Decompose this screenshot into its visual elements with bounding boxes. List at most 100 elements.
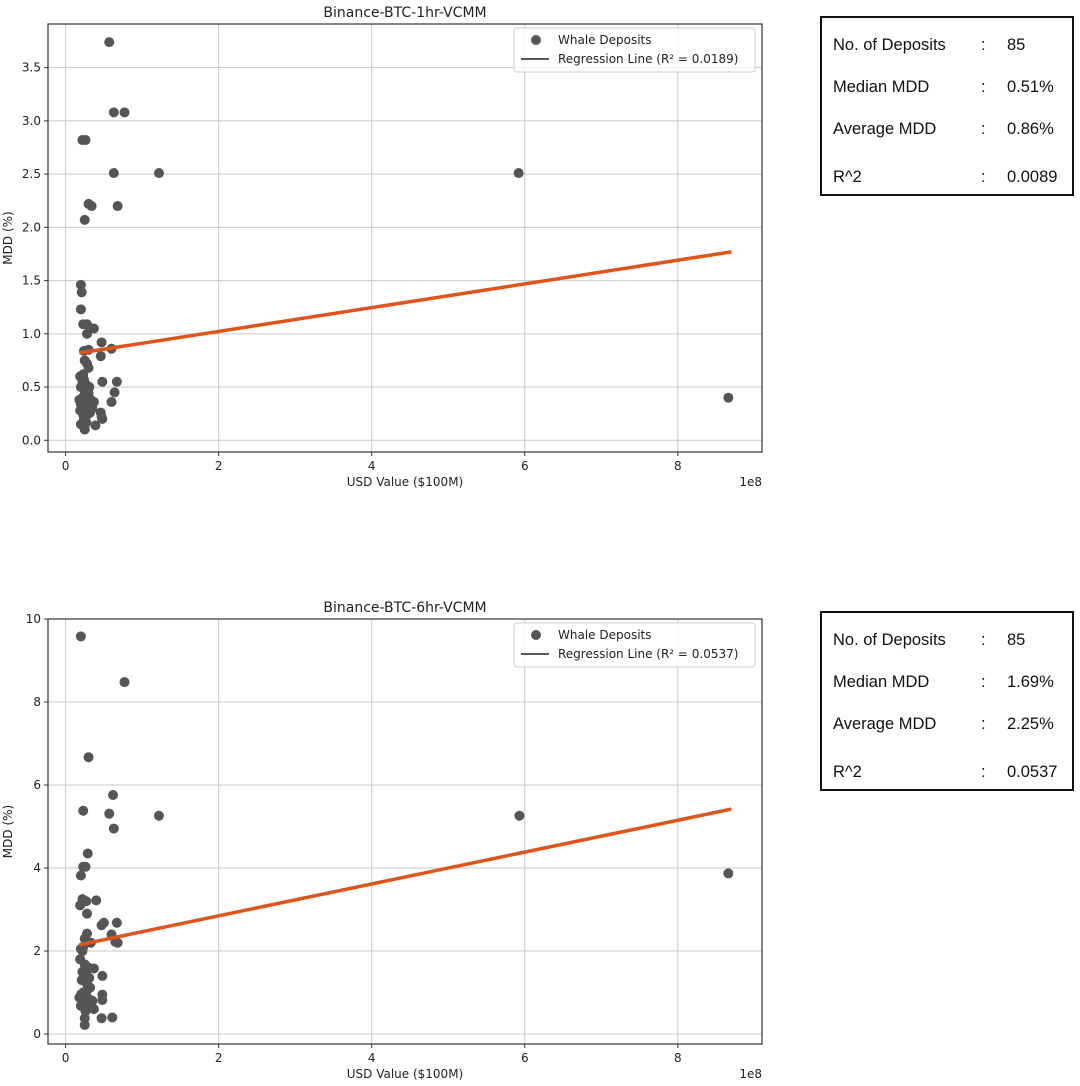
data-point	[88, 323, 99, 334]
data-point	[112, 201, 123, 212]
data-point	[79, 1019, 90, 1030]
data-point	[96, 1013, 107, 1024]
stat-value: 85	[1007, 36, 1026, 54]
stat-sep: :	[981, 78, 986, 96]
stat-label: R^2	[833, 763, 862, 781]
y-tick-label: 6	[33, 778, 41, 792]
legend: Whale Deposits Regression Line (R² = 0.01…	[513, 27, 756, 73]
legend-marker-points	[531, 35, 541, 45]
data-point	[514, 810, 525, 821]
data-point	[75, 631, 86, 642]
data-point	[104, 37, 115, 48]
data-point	[80, 135, 91, 146]
data-point	[104, 808, 115, 819]
x-tick-label: 2	[215, 1051, 223, 1065]
data-point	[723, 392, 734, 403]
data-point	[78, 413, 89, 424]
data-point	[80, 861, 91, 872]
stat-sep: :	[981, 631, 986, 649]
legend-frame	[513, 622, 756, 668]
legend-marker-points	[531, 630, 541, 640]
y-tick-label: 0.5	[22, 380, 41, 394]
chart-title: Binance-BTC-1hr-VCMM	[323, 5, 486, 21]
stat-value: 0.0537	[1007, 763, 1058, 781]
stat-sep: :	[981, 763, 986, 781]
data-point	[83, 752, 94, 763]
stat-sep: :	[981, 120, 986, 138]
stat-value: 0.0089	[1007, 168, 1058, 186]
x-tick-label: 0	[62, 459, 70, 473]
y-tick-label: 1.5	[22, 274, 41, 288]
x-tick-label: 2	[215, 459, 223, 473]
chart-title: Binance-BTC-6hr-VCMM	[323, 600, 486, 616]
data-point	[87, 995, 98, 1006]
regression-line	[79, 250, 732, 355]
data-point	[77, 946, 88, 957]
stat-sep: :	[981, 36, 986, 54]
regression-line	[79, 807, 732, 947]
legend-label: Whale Deposits	[558, 33, 651, 47]
y-tick-label: 1.0	[22, 327, 41, 341]
data-point	[84, 382, 95, 393]
x-tick-label: 6	[521, 459, 529, 473]
y-tick-label: 2.5	[22, 167, 41, 181]
chart-0: 0 2 4 6 8 0.0 0.5 1.0 1.5 2.0 2.5 3.0 3.5 Binance-BTC…	[1, 5, 763, 489]
stat-value: 0.86%	[1007, 120, 1054, 138]
data-point	[723, 868, 734, 879]
data-point	[75, 900, 86, 911]
data-point	[80, 1006, 91, 1017]
data-point	[112, 937, 123, 948]
x-axis-label: USD Value ($100M)	[347, 1067, 463, 1081]
x-tick-label: 8	[674, 459, 682, 473]
data-point	[82, 848, 93, 859]
stat-value: 2.25%	[1007, 715, 1054, 733]
stats-box-1hr: No. of Deposits: 85 Median MDD: 0.51% Aver…	[820, 16, 1074, 196]
data-point	[90, 420, 101, 431]
data-point	[82, 908, 93, 919]
y-tick-label: 2	[33, 944, 41, 958]
data-point	[95, 351, 106, 362]
data-point	[108, 823, 119, 834]
data-point	[97, 995, 108, 1006]
data-point	[79, 424, 90, 435]
stat-sep: :	[981, 168, 986, 186]
data-point	[109, 387, 120, 398]
plot-frame	[47, 23, 763, 453]
x-tick-label: 6	[521, 1051, 529, 1065]
x-tick-label: 4	[368, 1051, 376, 1065]
data-point	[79, 214, 90, 225]
stats-box-6hr: No. of Deposits: 85 Median MDD: 1.69% Aver…	[820, 611, 1074, 791]
x-tick-label: 8	[674, 1051, 682, 1065]
data-point	[98, 917, 109, 928]
stat-label: R^2	[833, 168, 862, 186]
stat-value: 85	[1007, 631, 1026, 649]
y-axis-label: MDD (%)	[1, 211, 15, 264]
data-point	[107, 1012, 118, 1023]
data-point	[86, 201, 97, 212]
data-point	[111, 376, 122, 387]
x-axis-label: USD Value ($100M)	[347, 475, 463, 489]
y-tick-label: 0	[33, 1027, 41, 1041]
data-point	[75, 870, 86, 881]
data-point	[97, 413, 108, 424]
chart-1: 0 2 4 6 8 0 2 4 6 8 10 Binance-BTC-6hr-VCMM USD Valu…	[1, 600, 763, 1081]
x-tick-label: 0	[62, 1051, 70, 1065]
stat-label: No. of Deposits	[833, 36, 946, 54]
y-tick-label: 10	[26, 612, 41, 626]
data-point	[75, 279, 86, 290]
data-point	[78, 987, 89, 998]
data-point	[108, 789, 119, 800]
data-point	[82, 328, 93, 339]
stat-label: Median MDD	[833, 78, 930, 96]
y-tick-label: 2.0	[22, 220, 41, 234]
x-offset-label: 1e8	[739, 1067, 762, 1081]
legend-label: Regression Line (R² = 0.0537)	[558, 647, 738, 661]
data-point	[96, 337, 107, 348]
y-tick-label: 0.0	[22, 433, 41, 447]
data-point	[108, 168, 119, 179]
stat-label: No. of Deposits	[833, 631, 946, 649]
x-tick-label: 4	[368, 459, 376, 473]
legend-frame	[513, 27, 756, 73]
plot-frame	[47, 618, 763, 1045]
